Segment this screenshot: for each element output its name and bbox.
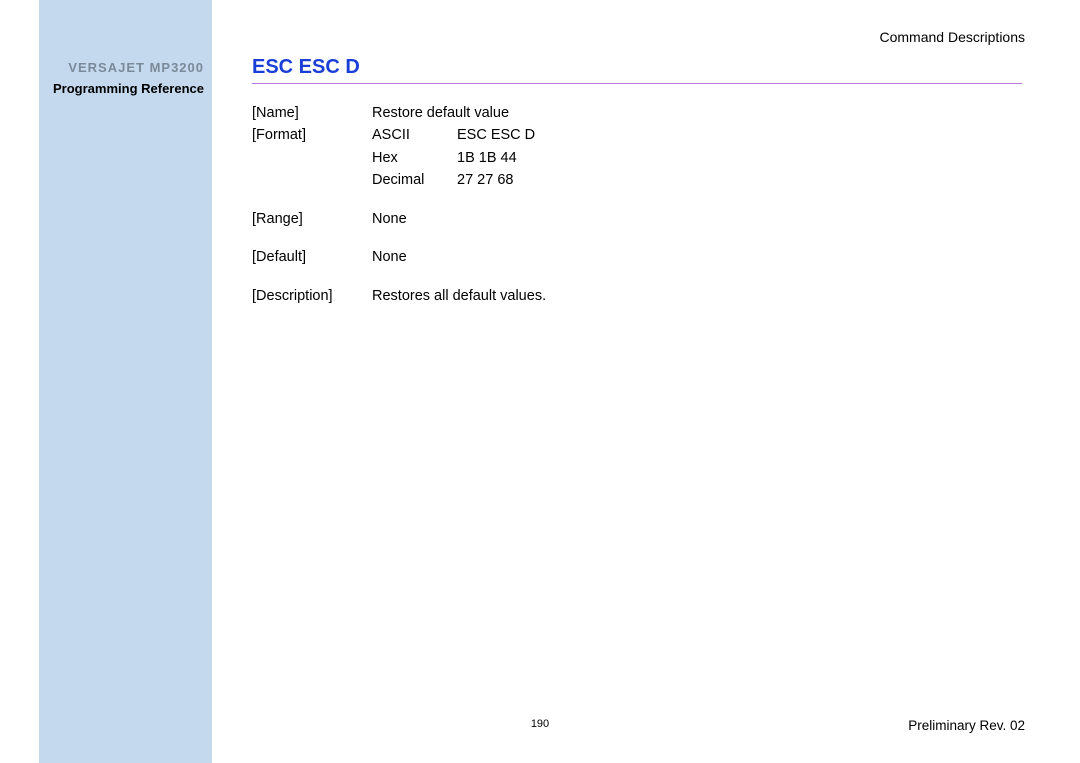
label-format-empty-1 <box>252 147 372 169</box>
label-name: [Name] <box>252 102 372 124</box>
label-description: [Description] <box>252 285 372 307</box>
row-name: [Name] Restore default value <box>252 102 1032 124</box>
value-name: Restore default value <box>372 102 1032 124</box>
sidebar-text-block: VERSAJET MP3200 Programming Reference <box>44 60 204 96</box>
label-format-empty-2 <box>252 169 372 191</box>
page-root: VERSAJET MP3200 Programming Reference Co… <box>0 0 1080 763</box>
label-default: [Default] <box>252 246 372 268</box>
row-range: [Range] None <box>252 208 1032 230</box>
product-subtitle: Programming Reference <box>44 81 204 96</box>
row-format-decimal: Decimal 27 27 68 <box>252 169 1032 191</box>
format-key-dec: Decimal <box>372 169 457 191</box>
format-val-hex: 1B 1B 44 <box>457 147 1032 169</box>
row-format-ascii: [Format] ASCII ESC ESC D <box>252 124 1032 146</box>
footer-revision: Preliminary Rev. 02 <box>908 718 1025 733</box>
label-format: [Format] <box>252 124 372 146</box>
row-default: [Default] None <box>252 246 1032 268</box>
title-rule <box>252 83 1022 84</box>
format-key-ascii: ASCII <box>372 124 457 146</box>
row-format-hex: Hex 1B 1B 44 <box>252 147 1032 169</box>
label-range: [Range] <box>252 208 372 230</box>
value-range: None <box>372 208 1032 230</box>
format-key-hex: Hex <box>372 147 457 169</box>
command-title: ESC ESC D <box>252 56 1032 79</box>
format-val-dec: 27 27 68 <box>457 169 1032 191</box>
row-description: [Description] Restores all default value… <box>252 285 1032 307</box>
main-content: ESC ESC D [Name] Restore default value [… <box>252 56 1032 307</box>
value-description: Restores all default values. <box>372 285 1032 307</box>
sidebar: VERSAJET MP3200 Programming Reference <box>39 0 212 763</box>
product-name: VERSAJET MP3200 <box>44 60 204 75</box>
value-default: None <box>372 246 1032 268</box>
format-val-ascii: ESC ESC D <box>457 124 1032 146</box>
header-section: Command Descriptions <box>880 29 1026 45</box>
